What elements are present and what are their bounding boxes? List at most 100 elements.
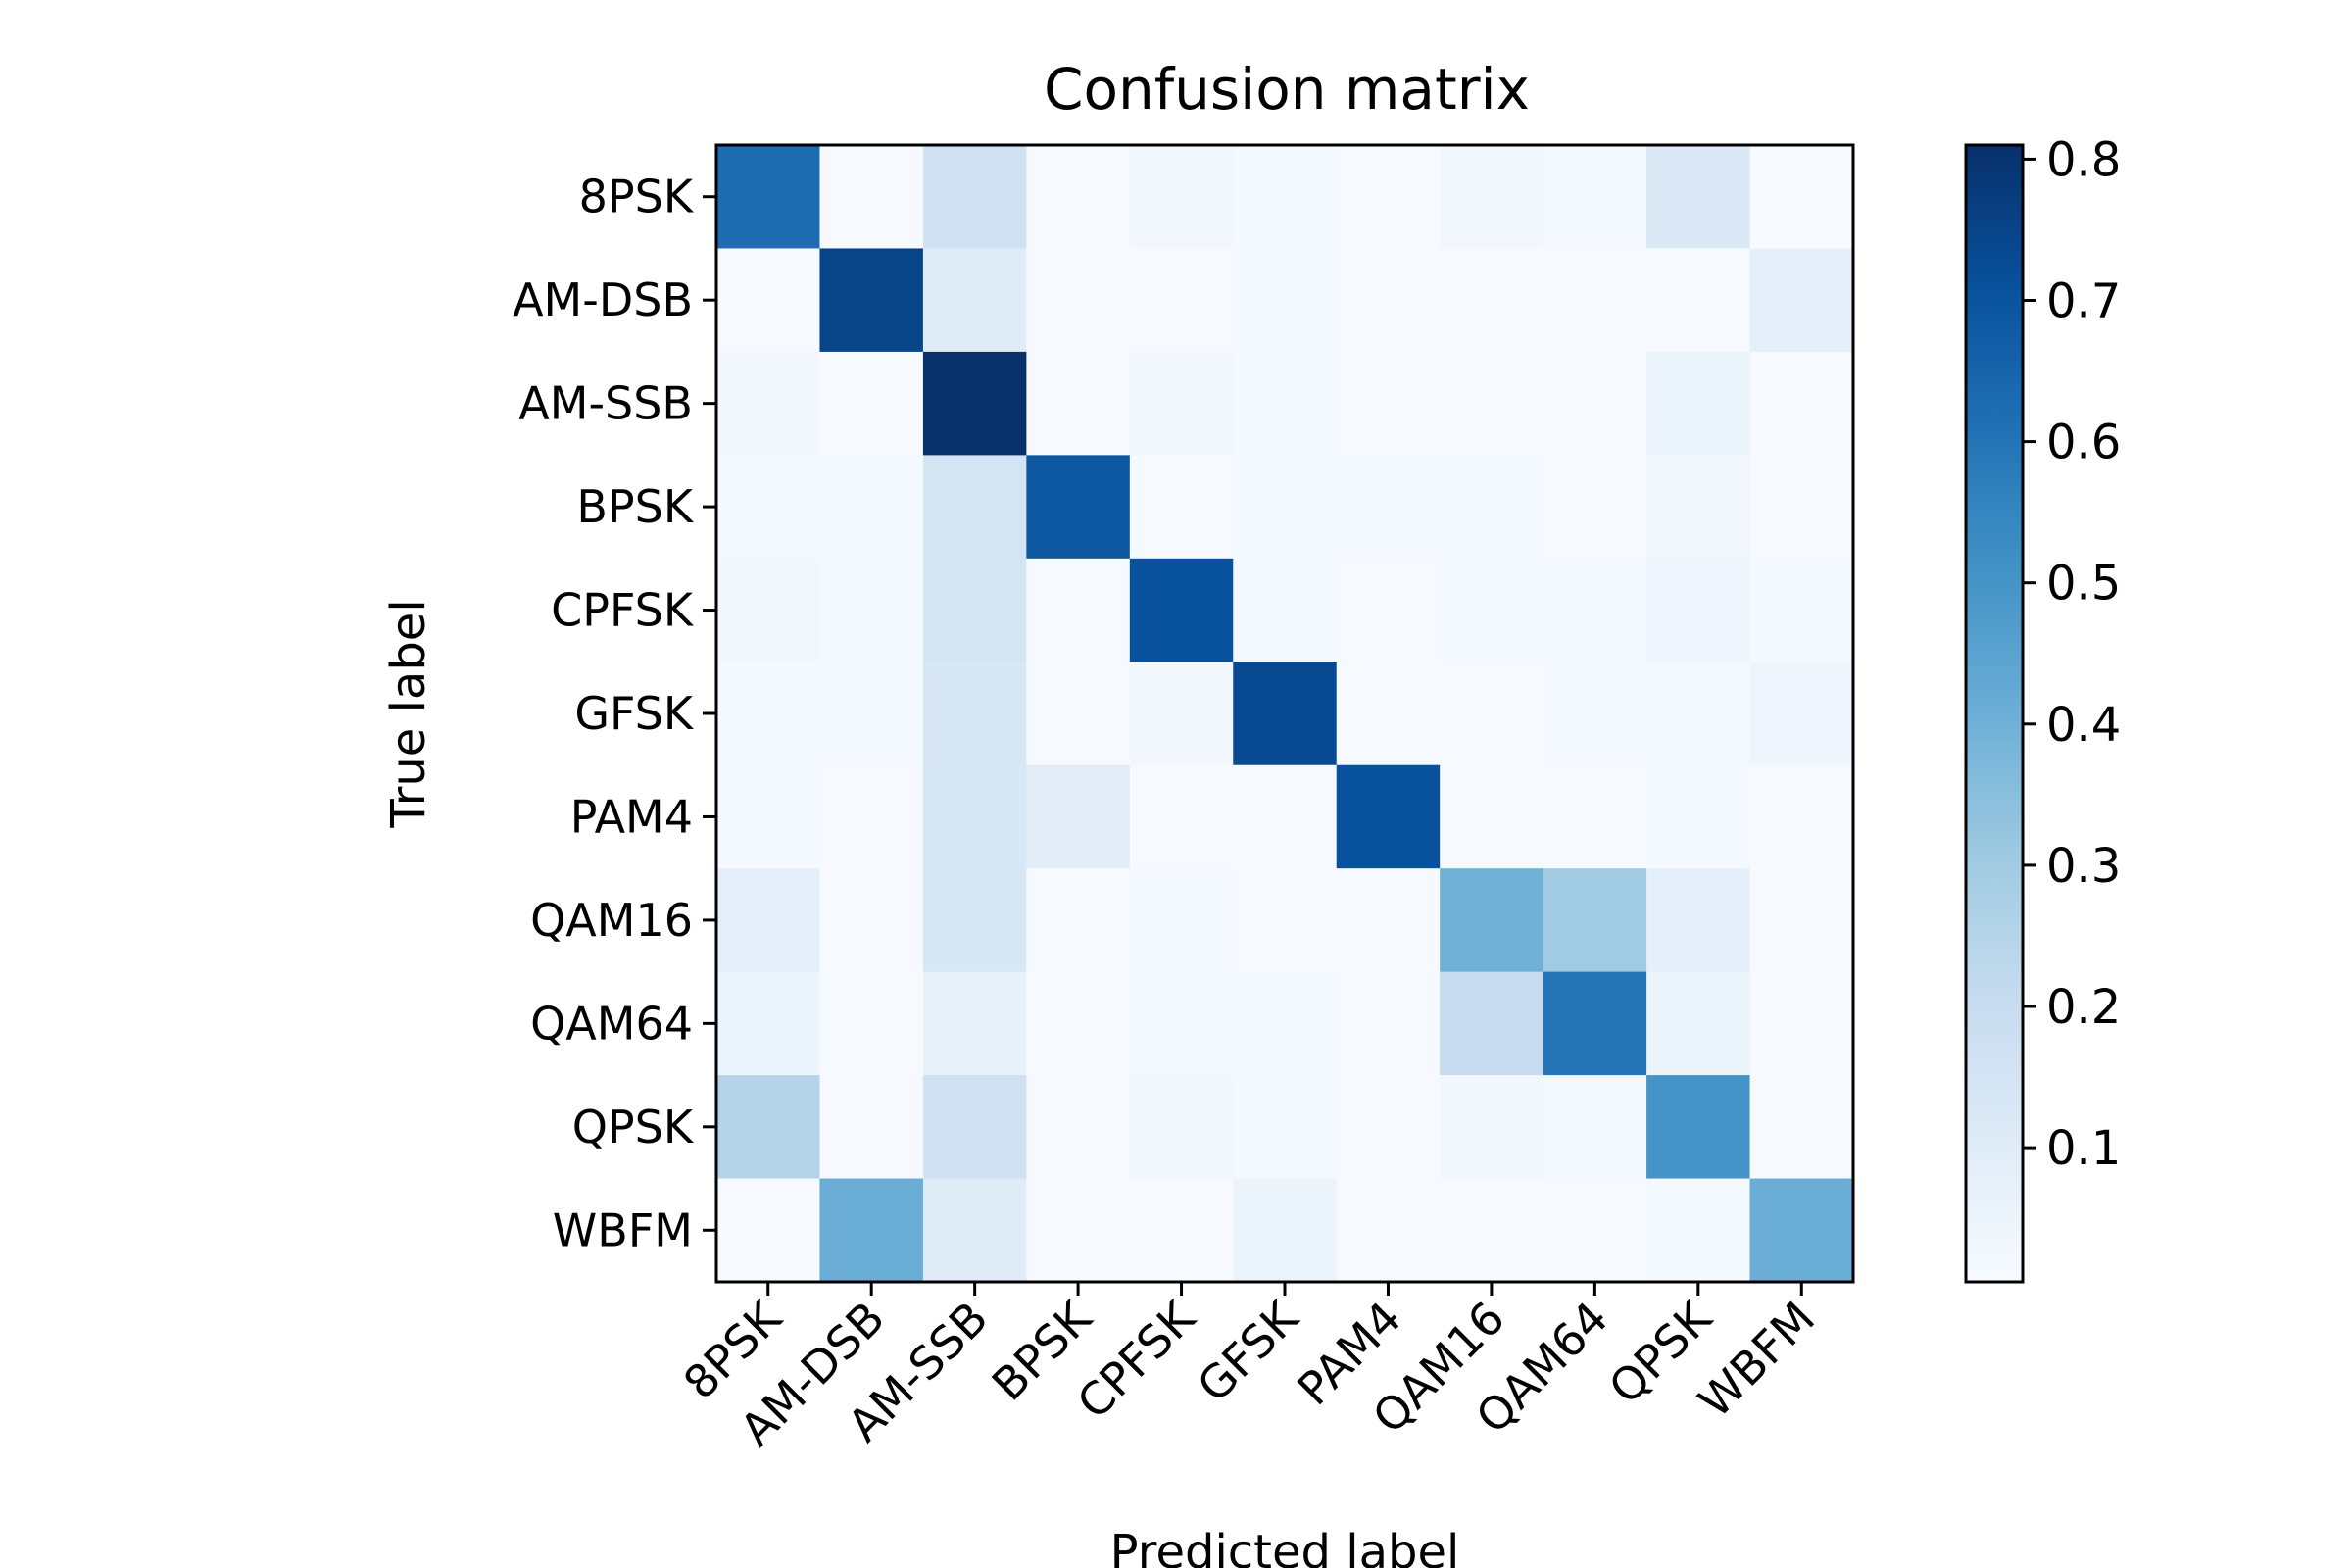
heatmap-cell-WBFM-CPFSK xyxy=(1129,1178,1234,1283)
heatmap-cell-GFSK-PAM4 xyxy=(1336,662,1441,766)
y-tick-label: QAM64 xyxy=(530,997,693,1050)
y-tick-label: GFSK xyxy=(574,687,694,740)
heatmap-cell-8PSK-AM-DSB xyxy=(819,145,924,250)
heatmap-cell-QPSK-8PSK xyxy=(716,1075,821,1180)
heatmap-cell-AM-SSB-CPFSK xyxy=(1129,351,1234,456)
heatmap-cell-GFSK-AM-SSB xyxy=(922,662,1027,766)
heatmap-cell-BPSK-QAM16 xyxy=(1440,455,1544,560)
heatmap-cell-QPSK-WBFM xyxy=(1749,1075,1854,1180)
heatmap-cell-AM-SSB-BPSK xyxy=(1026,351,1131,456)
heatmap-cell-BPSK-QPSK xyxy=(1646,455,1751,560)
heatmap-cell-QAM16-PAM4 xyxy=(1336,868,1441,973)
heatmap-cell-CPFSK-8PSK xyxy=(716,558,821,662)
heatmap-cell-AM-DSB-QAM16 xyxy=(1440,248,1544,353)
heatmap-cell-WBFM-QPSK xyxy=(1646,1178,1751,1283)
y-tick-label: WBFM xyxy=(553,1203,693,1256)
heatmap-cell-AM-DSB-CPFSK xyxy=(1129,248,1234,353)
heatmap-cell-8PSK-GFSK xyxy=(1233,145,1338,250)
heatmap-cell-AM-DSB-GFSK xyxy=(1233,248,1338,353)
heatmap-cell-QPSK-QAM64 xyxy=(1543,1075,1647,1180)
heatmap-cell-QAM16-GFSK xyxy=(1233,868,1338,973)
heatmap-cell-AM-SSB-AM-DSB xyxy=(819,351,924,456)
heatmap-cell-AM-DSB-WBFM xyxy=(1749,248,1854,353)
heatmap-cell-QAM64-AM-SSB xyxy=(922,971,1027,1076)
y-tick-label: AM-DSB xyxy=(513,273,693,326)
colorbar-tick-label: 0.5 xyxy=(2046,557,2121,612)
heatmap-cell-8PSK-PAM4 xyxy=(1336,145,1441,250)
heatmap-cell-QAM16-QAM64 xyxy=(1543,868,1647,973)
heatmap-cell-WBFM-BPSK xyxy=(1026,1178,1131,1283)
heatmap-cell-QAM64-CPFSK xyxy=(1129,971,1234,1076)
y-tick-label: 8PSK xyxy=(579,171,695,223)
heatmap-cell-BPSK-GFSK xyxy=(1233,455,1338,560)
heatmap-cell-AM-DSB-BPSK xyxy=(1026,248,1131,353)
heatmap-cell-AM-SSB-QAM64 xyxy=(1543,351,1647,456)
heatmap-cell-PAM4-QPSK xyxy=(1646,764,1751,869)
heatmap-cell-QPSK-GFSK xyxy=(1233,1075,1338,1180)
heatmap-cell-WBFM-QAM16 xyxy=(1440,1178,1544,1283)
heatmap-cell-CPFSK-PAM4 xyxy=(1336,558,1441,662)
heatmap-cell-CPFSK-QPSK xyxy=(1646,558,1751,662)
heatmap-cell-8PSK-BPSK xyxy=(1026,145,1131,250)
heatmap-cell-CPFSK-AM-SSB xyxy=(922,558,1027,662)
heatmap-cell-QPSK-PAM4 xyxy=(1336,1075,1441,1180)
heatmap-cell-CPFSK-GFSK xyxy=(1233,558,1338,662)
heatmap-cell-PAM4-8PSK xyxy=(716,764,821,869)
heatmap-cell-WBFM-8PSK xyxy=(716,1178,821,1283)
heatmap-cell-QAM64-BPSK xyxy=(1026,971,1131,1076)
heatmap-cell-WBFM-AM-SSB xyxy=(922,1178,1027,1283)
colorbar-tick-label: 0.1 xyxy=(2046,1121,2121,1176)
heatmap-cell-PAM4-AM-DSB xyxy=(819,764,924,869)
heatmap-cell-AM-SSB-QAM16 xyxy=(1440,351,1544,456)
heatmap-cell-QPSK-QAM16 xyxy=(1440,1075,1544,1180)
x-axis-label: Predicted label xyxy=(1110,1525,1460,1568)
heatmap-cell-AM-DSB-AM-DSB xyxy=(819,248,924,353)
heatmap-cell-QAM16-AM-DSB xyxy=(819,868,924,973)
colorbar-tick-label: 0.8 xyxy=(2046,132,2121,187)
heatmap-cell-QPSK-BPSK xyxy=(1026,1075,1131,1180)
heatmap-cell-AM-SSB-AM-SSB xyxy=(922,351,1027,456)
heatmap-cell-CPFSK-WBFM xyxy=(1749,558,1854,662)
heatmap-cell-QAM64-GFSK xyxy=(1233,971,1338,1076)
y-tick-label: QPSK xyxy=(572,1101,695,1153)
heatmap-cell-WBFM-WBFM xyxy=(1749,1178,1854,1283)
heatmap-cell-GFSK-WBFM xyxy=(1749,662,1854,766)
heatmap-cell-AM-DSB-PAM4 xyxy=(1336,248,1441,353)
heatmap-cell-QAM64-QAM64 xyxy=(1543,971,1647,1076)
heatmap-cell-WBFM-PAM4 xyxy=(1336,1178,1441,1283)
heatmap-cell-QAM64-AM-DSB xyxy=(819,971,924,1076)
heatmap-cell-GFSK-AM-DSB xyxy=(819,662,924,766)
heatmap-cell-8PSK-QAM64 xyxy=(1543,145,1647,250)
heatmap-cell-AM-DSB-QAM64 xyxy=(1543,248,1647,353)
x-axis-ticks: 8PSKAM-DSBAM-SSBBPSKCPFSKGFSKPAM4QAM16QA… xyxy=(673,1282,1825,1456)
heatmap-cell-AM-DSB-AM-SSB xyxy=(922,248,1027,353)
heatmap-cell-AM-SSB-GFSK xyxy=(1233,351,1338,456)
heatmap-cell-PAM4-AM-SSB xyxy=(922,764,1027,869)
heatmap-cell-BPSK-CPFSK xyxy=(1129,455,1234,560)
heatmap-cell-PAM4-GFSK xyxy=(1233,764,1338,869)
heatmap-cell-AM-SSB-WBFM xyxy=(1749,351,1854,456)
heatmap-cell-AM-SSB-PAM4 xyxy=(1336,351,1441,456)
heatmap-cell-GFSK-BPSK xyxy=(1026,662,1131,766)
heatmap-cell-WBFM-QAM64 xyxy=(1543,1178,1647,1283)
colorbar-tick-label: 0.6 xyxy=(2046,416,2121,470)
x-tick-label: WBFM xyxy=(1689,1292,1825,1428)
heatmap-cell-QAM16-QPSK xyxy=(1646,868,1751,973)
heatmap-cell-PAM4-QAM16 xyxy=(1440,764,1544,869)
colorbar-tick-label: 0.4 xyxy=(2046,698,2121,753)
heatmap-cell-AM-DSB-QPSK xyxy=(1646,248,1751,353)
colorbar xyxy=(1964,143,2025,1284)
heatmap-cell-GFSK-8PSK xyxy=(716,662,821,766)
heatmap-cell-BPSK-QAM64 xyxy=(1543,455,1647,560)
heatmap-cell-AM-SSB-QPSK xyxy=(1646,351,1751,456)
heatmap-cell-QPSK-CPFSK xyxy=(1129,1075,1234,1180)
heatmap-cell-QAM64-8PSK xyxy=(716,971,821,1076)
heatmap-cell-CPFSK-BPSK xyxy=(1026,558,1131,662)
colorbar-tick-label: 0.3 xyxy=(2046,839,2121,894)
heatmap-cell-QAM16-BPSK xyxy=(1026,868,1131,973)
x-tick-label: GFSK xyxy=(1187,1290,1309,1412)
heatmap-cells xyxy=(716,145,1854,1283)
heatmap-cell-CPFSK-QAM16 xyxy=(1440,558,1544,662)
heatmap-cell-CPFSK-CPFSK xyxy=(1129,558,1234,662)
y-tick-label: BPSK xyxy=(576,480,694,533)
